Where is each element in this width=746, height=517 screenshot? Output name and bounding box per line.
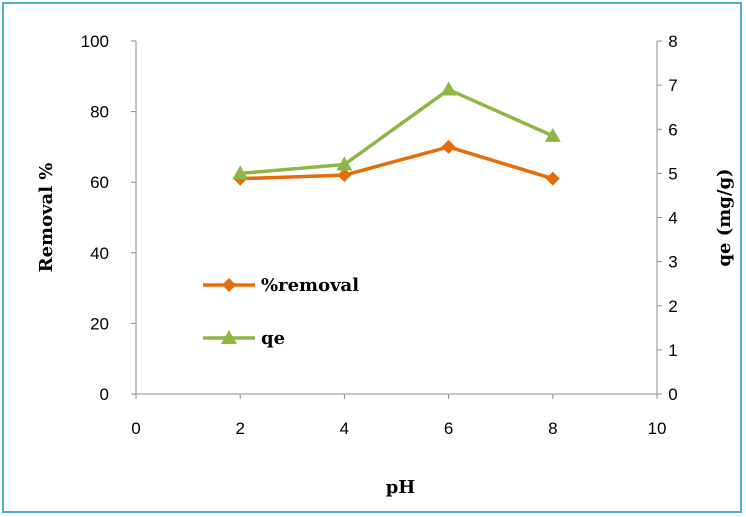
y2-tick-label: 2 bbox=[668, 297, 677, 316]
data-point-qe bbox=[232, 165, 249, 180]
y2-axis-title: qe (mg/g) bbox=[714, 168, 735, 266]
x-tick-label: 0 bbox=[131, 419, 140, 438]
data-point-removal bbox=[441, 139, 456, 154]
x-axis-title: pH bbox=[386, 477, 416, 498]
y2-tick-label: 5 bbox=[668, 164, 677, 183]
x-tick-label: 6 bbox=[444, 419, 453, 438]
data-point-removal bbox=[337, 168, 352, 183]
legend-marker-removal bbox=[222, 278, 236, 292]
series-layer bbox=[232, 81, 561, 186]
y-axis-title: Removal % bbox=[36, 163, 57, 273]
y-tick-label: 80 bbox=[90, 103, 109, 122]
y-tick-label: 40 bbox=[90, 244, 109, 263]
labels-group: pH Removal % qe (mg/g) bbox=[36, 163, 735, 498]
x-tick-label: 8 bbox=[548, 419, 557, 438]
legend-label-removal: %removal bbox=[261, 275, 359, 296]
y2-tick-label: 1 bbox=[668, 341, 677, 360]
data-point-qe bbox=[336, 156, 353, 171]
legend-label-qe: qe bbox=[261, 328, 285, 349]
y2-tick-label: 7 bbox=[668, 76, 677, 95]
legend: %removal qe bbox=[203, 275, 359, 349]
y-tick-label: 20 bbox=[90, 314, 109, 333]
legend-marker-qe bbox=[221, 330, 237, 344]
y2-tick-label: 3 bbox=[668, 253, 677, 272]
y-tick-label: 0 bbox=[100, 385, 109, 404]
legend-item-removal: %removal bbox=[203, 275, 359, 296]
x-tick-label: 2 bbox=[235, 419, 244, 438]
series-line-removal bbox=[240, 145, 554, 181]
y2-tick-label: 0 bbox=[668, 385, 677, 404]
y2-tick-label: 6 bbox=[668, 120, 677, 139]
legend-item-qe: qe bbox=[203, 328, 285, 349]
y-tick-label: 100 bbox=[81, 32, 109, 51]
x-tick-label: 10 bbox=[648, 419, 667, 438]
series-removal bbox=[233, 139, 560, 186]
data-point-qe bbox=[544, 127, 561, 142]
y2-tick-label: 4 bbox=[668, 209, 677, 228]
y-tick-label: 60 bbox=[90, 173, 109, 192]
x-tick-label: 4 bbox=[340, 419, 349, 438]
series-qe bbox=[232, 81, 561, 180]
data-point-qe bbox=[440, 81, 457, 96]
y2-tick-label: 8 bbox=[668, 32, 677, 51]
series-line-qe bbox=[240, 87, 554, 176]
data-point-removal bbox=[545, 171, 560, 186]
